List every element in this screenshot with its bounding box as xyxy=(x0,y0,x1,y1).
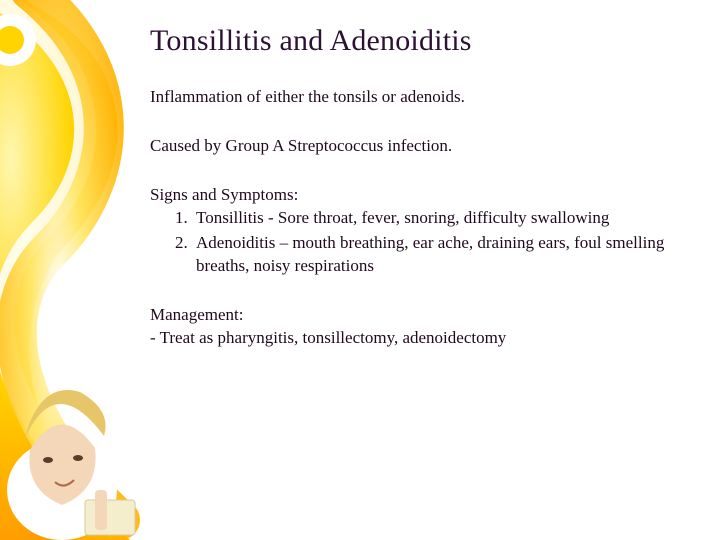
intro-paragraph-1: Inflammation of either the tonsils or ad… xyxy=(150,86,695,109)
symptoms-list: Tonsillitis - Sore throat, fever, snorin… xyxy=(150,207,695,278)
slide-title: Tonsillitis and Adenoiditis xyxy=(150,24,695,58)
symptom-item: Adenoiditis – mouth breathing, ear ache,… xyxy=(192,232,695,278)
signs-symptoms-label: Signs and Symptoms: xyxy=(150,184,695,207)
content-area: Tonsillitis and Adenoiditis Inflammation… xyxy=(150,24,695,350)
person-illustration xyxy=(0,340,150,540)
symptom-item: Tonsillitis - Sore throat, fever, snorin… xyxy=(192,207,695,230)
slide-container: Tonsillitis and Adenoiditis Inflammation… xyxy=(0,0,720,540)
decorative-sidebar xyxy=(0,0,150,540)
intro-paragraph-2: Caused by Group A Streptococcus infectio… xyxy=(150,135,695,158)
management-block: Management: - Treat as pharyngitis, tons… xyxy=(150,304,695,350)
management-item: - Treat as pharyngitis, tonsillectomy, a… xyxy=(150,327,695,350)
management-label: Management: xyxy=(150,304,695,327)
